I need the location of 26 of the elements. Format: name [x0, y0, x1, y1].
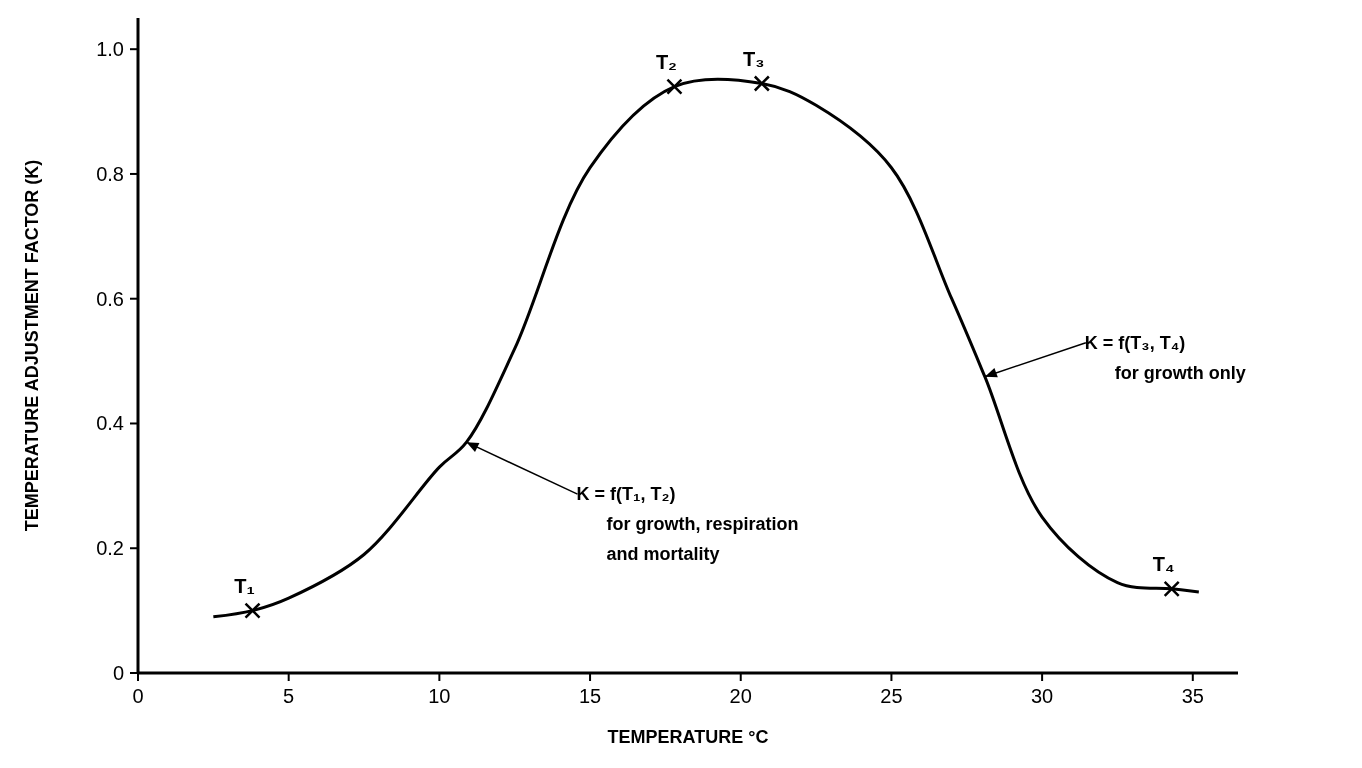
x-tick-label: 35	[1181, 685, 1204, 707]
data-label: T₂	[655, 50, 677, 73]
point	[666, 78, 683, 95]
x-tick-label: 25	[880, 685, 903, 707]
data-label: T₄	[1152, 552, 1175, 575]
y-tick-label: 0.4	[96, 412, 124, 435]
y-tick-label: 0	[112, 662, 124, 684]
y-tick-label: 0.8	[96, 162, 124, 185]
point	[244, 602, 261, 619]
y-axis-title: TEMPERATURE ADJUSTMENT FACTOR (K)	[22, 159, 42, 532]
point	[1163, 580, 1180, 598]
x-tick-label: 30	[1030, 685, 1054, 707]
x-tick-label: 20	[729, 685, 752, 707]
x-tick-label: 5	[283, 685, 295, 707]
x-axis-title: TEMPERATURE °C	[607, 727, 769, 747]
x-tick-label: 15	[578, 685, 602, 707]
x-tick-label: 10	[428, 685, 451, 707]
point	[753, 75, 771, 92]
y-tick-label: 0.6	[96, 287, 124, 310]
annotation: K = f(T₃, T₄) for growth only	[1084, 332, 1246, 383]
y-tick-label: 1.0	[96, 38, 124, 61]
x-tick-label: 0	[132, 685, 144, 707]
y-tick-label: 0.2	[96, 537, 124, 560]
data-label: T₁	[234, 574, 255, 597]
annotation: K = f(T₁, T₂) for growth, respiration and mortality	[576, 484, 799, 565]
data-label: T₃	[743, 47, 765, 70]
